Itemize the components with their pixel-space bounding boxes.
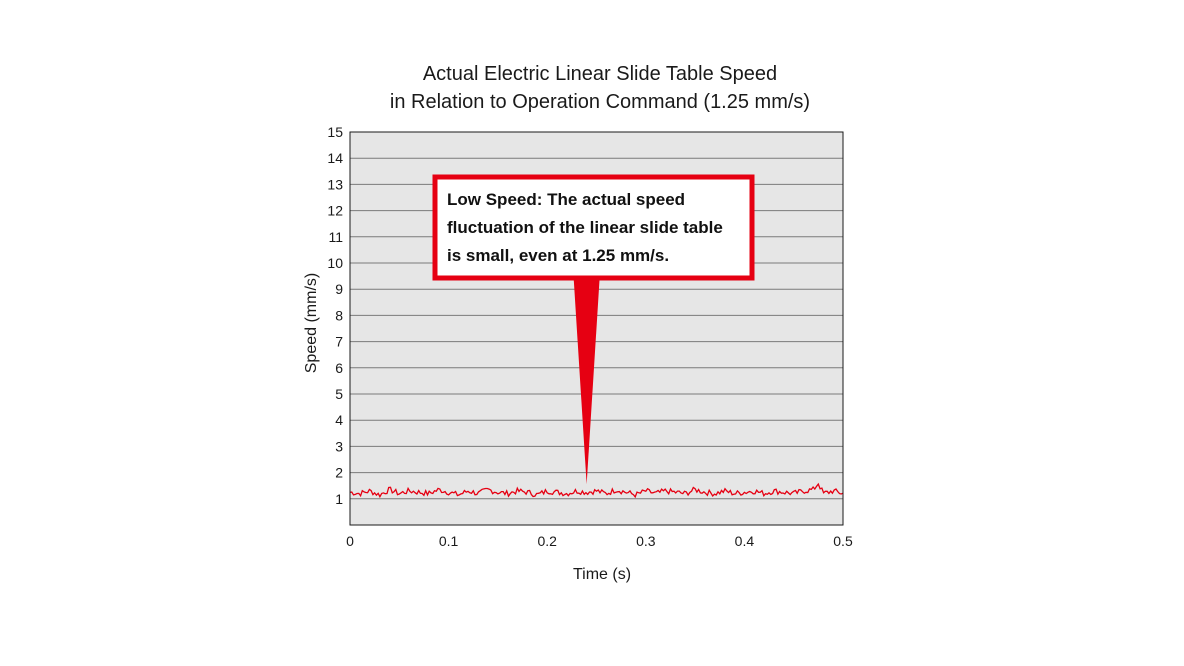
x-tick-label: 0 — [346, 533, 354, 549]
y-tick-label: 2 — [335, 465, 343, 481]
x-tick-label: 0.4 — [735, 533, 755, 549]
chart-subtitle: in Relation to Operation Command (1.25 m… — [390, 91, 810, 113]
y-tick-label: 10 — [327, 255, 343, 271]
x-axis-label: Time (s) — [573, 566, 631, 583]
chart-title: Actual Electric Linear Slide Table Speed — [423, 63, 777, 85]
y-tick-label: 6 — [335, 360, 343, 376]
y-tick-label: 9 — [335, 281, 343, 297]
callout-line-3: is small, even at 1.25 mm/s. — [447, 246, 669, 265]
x-tick-label: 0.2 — [537, 533, 557, 549]
x-tick-label: 0.3 — [636, 533, 656, 549]
y-tick-label: 14 — [327, 150, 343, 166]
annotation-callout: Low Speed: The actual speed fluctuation … — [432, 174, 755, 485]
y-tick-label: 4 — [335, 412, 343, 428]
y-tick-label: 7 — [335, 334, 343, 350]
callout-line-2: fluctuation of the linear slide table — [447, 218, 723, 237]
speed-series-line — [349, 482, 844, 499]
y-tick-label: 3 — [335, 438, 343, 454]
y-axis-label: Speed (mm/s) — [303, 273, 320, 373]
plot-frame — [349, 131, 844, 526]
x-axis-ticks: 0 0.1 0.2 0.3 0.4 0.5 — [346, 533, 853, 549]
callout-box — [432, 174, 755, 281]
y-tick-label: 5 — [335, 386, 343, 402]
callout-pointer — [573, 278, 600, 485]
x-tick-label: 0.5 — [833, 533, 853, 549]
y-tick-label: 11 — [328, 229, 343, 245]
callout-line-1: Low Speed: The actual speed — [447, 190, 685, 209]
y-tick-label: 8 — [335, 307, 343, 323]
y-tick-label: 13 — [327, 176, 343, 192]
y-tick-label: 12 — [327, 203, 343, 219]
x-tick-label: 0.1 — [439, 533, 459, 549]
y-tick-label: 1 — [335, 491, 343, 507]
y-tick-label: 15 — [327, 124, 343, 140]
